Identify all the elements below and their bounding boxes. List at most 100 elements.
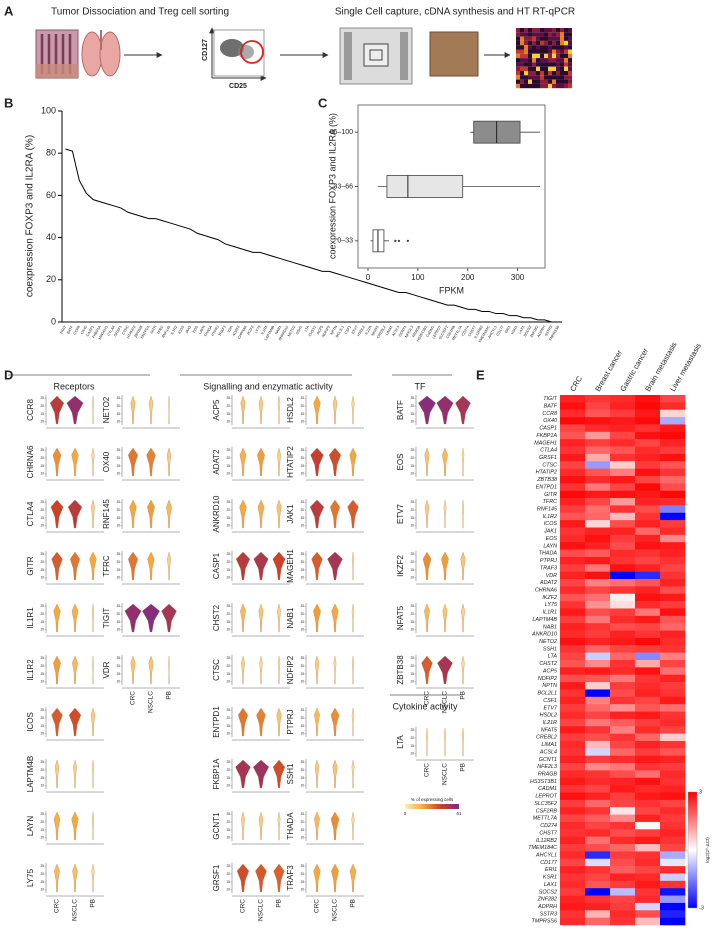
x-tick-label: TIGIT — [59, 324, 67, 335]
heatmap-cell — [635, 505, 661, 514]
heatmap-cell — [610, 682, 636, 690]
violin — [166, 499, 172, 529]
chip-inlets — [400, 32, 408, 80]
qpcr-cell — [544, 53, 548, 59]
violin — [91, 811, 95, 841]
x-tick-label: IL1R1 — [260, 325, 268, 335]
heatmap-cell — [610, 439, 636, 447]
y-tick-label: 25 — [40, 812, 44, 816]
qpcr-cell — [548, 45, 552, 50]
heatmap-cell — [560, 770, 586, 779]
qpcr-cell — [524, 66, 528, 71]
qpcr-cell — [568, 79, 572, 84]
y-tick-label: 15 — [300, 828, 304, 832]
y-tick-label: 10 — [116, 628, 120, 632]
qpcr-cell — [544, 62, 548, 67]
heatmap-cell — [610, 726, 636, 734]
heatmap-cell — [560, 674, 586, 683]
y-tick-label: 10 — [300, 836, 304, 840]
y-tick-label: 25 — [116, 396, 120, 400]
gene-label: NETO2 — [102, 396, 111, 423]
qpcr-cell — [568, 75, 572, 80]
y-tick-label: 25 — [40, 656, 44, 660]
heatmap-cell — [660, 512, 686, 521]
x-tick-label: CASP1 — [86, 325, 95, 337]
heatmap-cell — [660, 704, 686, 712]
y-tick-label: 10 — [226, 628, 230, 632]
y-tick-label: 15 — [300, 672, 304, 676]
panel-a-left-title: Tumor Dissociation and Treg cell sorting — [51, 7, 229, 18]
violin — [241, 655, 245, 685]
y-tick-label: 20 — [226, 456, 230, 460]
violin — [70, 551, 80, 581]
violin — [461, 447, 465, 477]
heatmap-cell — [635, 770, 661, 779]
heatmap-cell — [635, 910, 661, 918]
heatmap-cell — [585, 461, 611, 469]
qpcr-cell — [516, 49, 520, 54]
violin — [239, 447, 247, 477]
violin — [313, 863, 321, 893]
heatmap-cell — [635, 851, 661, 860]
qpcr-cell — [556, 32, 560, 37]
y-tick-label: 20 — [410, 508, 414, 512]
y-tick-label: 15 — [40, 516, 44, 520]
heatmap-cell — [610, 498, 636, 506]
x-tick-label: PB — [350, 899, 357, 908]
qpcr-cell — [564, 71, 568, 76]
y-tick-label: 15 — [300, 412, 304, 416]
heatmap-cell — [560, 439, 586, 447]
row-label: ACSL4 — [539, 749, 557, 755]
gene-label: SSH1 — [286, 763, 295, 784]
y-tick-label: 20 — [410, 456, 414, 460]
qpcr-cell — [548, 79, 552, 84]
y-tick-label: 20 — [40, 716, 44, 720]
heatmap-cell — [635, 461, 661, 469]
y-tick-label: 25 — [300, 448, 304, 452]
y-tick-label: 10 — [300, 628, 304, 632]
x-tick-label: PTPRJ — [211, 325, 220, 337]
violin — [166, 447, 172, 477]
heatmap-cell — [660, 623, 686, 631]
heatmap-cell — [610, 814, 636, 823]
heatmap-cell — [635, 696, 661, 705]
capture-array — [429, 31, 479, 77]
line — [65, 148, 559, 323]
heatmap-cell — [560, 527, 586, 536]
violin — [276, 707, 282, 737]
qpcr-cell — [536, 79, 540, 84]
y-tick-label: 10 — [116, 680, 120, 684]
qpcr-cell — [524, 40, 528, 46]
qpcr-cell — [560, 58, 564, 63]
x-tick-label: NSCLC — [148, 691, 155, 713]
heatmap-cell — [660, 814, 686, 823]
violin — [277, 655, 281, 685]
heatmap-cell — [560, 475, 586, 484]
qpcr-cell — [560, 36, 564, 41]
heatmap-cell — [635, 704, 661, 712]
qpcr-cell — [540, 32, 544, 37]
y-tick-label: 15 — [226, 828, 230, 832]
qpcr-cell — [552, 49, 556, 54]
heatmap-cell — [560, 579, 586, 587]
x-tick-label: CREBL2 — [376, 325, 386, 339]
colorbar-title: % of expressing cells — [411, 797, 454, 802]
panel-label: B — [4, 95, 13, 110]
x-tick-label: TRAF3 — [218, 325, 227, 337]
y-tick-label: 10 — [40, 524, 44, 528]
qpcr-cell — [560, 66, 564, 71]
qpcr-cell — [524, 75, 528, 80]
gene-label: HTATIP2 — [286, 446, 295, 478]
heatmap-cell — [585, 740, 611, 749]
heatmap-cell — [585, 770, 611, 779]
heatmap-cell — [610, 424, 636, 433]
qpcr-cell — [564, 83, 568, 89]
x-tick-label: CHST2 — [308, 325, 317, 337]
heatmap-cell — [660, 520, 686, 528]
chip-center — [369, 49, 383, 61]
y-tick-label: 15 — [226, 880, 230, 884]
qpcr-cell — [540, 28, 544, 33]
colorbar-tick-label: -3 — [699, 905, 704, 911]
y-tick-label: 15 — [40, 568, 44, 572]
